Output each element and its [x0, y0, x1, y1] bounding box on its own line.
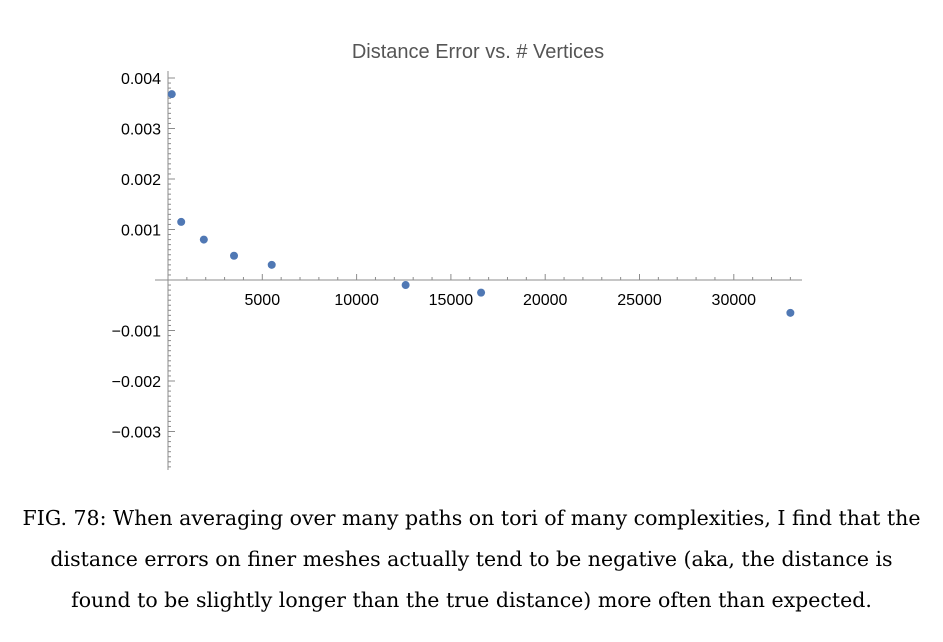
y-tick-label: 0.004 [121, 71, 161, 88]
data-point [199, 235, 208, 244]
x-tick-label: 30000 [712, 292, 757, 309]
data-point [401, 281, 410, 290]
y-axis-ticks: 0.004 0.003 0.002 0.001 −0.001 −0.002 −0.003 [112, 71, 175, 468]
chart-title: Distance Error vs. # Vertices [352, 41, 604, 63]
data-points [167, 90, 795, 317]
y-tick-label: 0.001 [121, 223, 161, 240]
y-tick-label: −0.003 [112, 425, 161, 442]
y-tick-label: 0.002 [121, 172, 161, 189]
x-axis-ticks: 5000 10000 15000 20000 25000 30000 [186, 274, 791, 309]
data-point [786, 308, 795, 317]
data-point [267, 260, 276, 269]
x-tick-label: 15000 [429, 292, 474, 309]
figure-caption: FIG. 78: When averaging over many paths … [22, 506, 921, 612]
axes [155, 71, 802, 470]
y-tick-label: −0.002 [112, 374, 161, 391]
data-point [477, 288, 486, 297]
y-tick-label: −0.001 [112, 324, 161, 341]
y-tick-label: 0.003 [121, 122, 161, 139]
x-tick-label: 5000 [245, 292, 281, 309]
data-point [230, 251, 239, 260]
data-point [167, 90, 176, 99]
data-point [177, 217, 186, 226]
scatter-chart: Distance Error vs. # Vertices 5000 10000 1… [112, 41, 802, 470]
x-tick-label: 20000 [523, 292, 568, 309]
x-tick-label: 10000 [334, 292, 379, 309]
x-tick-label: 25000 [617, 292, 662, 309]
